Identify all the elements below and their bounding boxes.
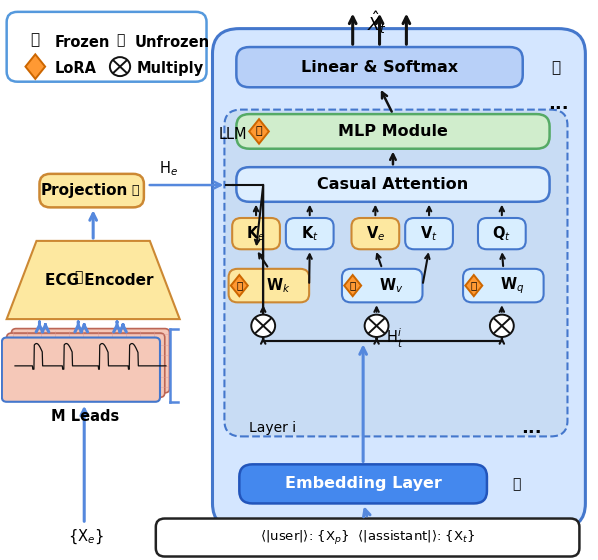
Text: 🧊: 🧊	[30, 32, 40, 47]
FancyBboxPatch shape	[236, 114, 550, 149]
Text: ...: ...	[521, 419, 542, 437]
Text: Layer i: Layer i	[249, 421, 296, 435]
FancyBboxPatch shape	[2, 338, 160, 402]
Text: K$_t$: K$_t$	[301, 225, 319, 243]
FancyBboxPatch shape	[7, 12, 206, 82]
Text: V$_t$: V$_t$	[420, 225, 438, 243]
Text: $\hat{X}_t$: $\hat{X}_t$	[367, 10, 386, 36]
FancyBboxPatch shape	[236, 47, 523, 87]
FancyBboxPatch shape	[212, 29, 585, 529]
Text: ...: ...	[548, 95, 569, 113]
Polygon shape	[231, 275, 248, 296]
FancyBboxPatch shape	[11, 329, 170, 393]
Circle shape	[490, 315, 514, 337]
Text: 🔥: 🔥	[350, 281, 356, 291]
FancyBboxPatch shape	[478, 218, 526, 249]
Text: V$_e$: V$_e$	[366, 225, 385, 243]
FancyBboxPatch shape	[228, 269, 309, 302]
FancyBboxPatch shape	[352, 218, 399, 249]
Text: K$_e$: K$_e$	[246, 225, 266, 243]
Text: Projection: Projection	[41, 183, 128, 198]
Text: Casual Attention: Casual Attention	[318, 177, 469, 192]
Text: Linear & Softmax: Linear & Softmax	[301, 60, 458, 74]
Text: 🔥: 🔥	[256, 127, 263, 137]
FancyBboxPatch shape	[39, 174, 144, 207]
Polygon shape	[344, 275, 361, 296]
Text: MLP Module: MLP Module	[338, 124, 448, 139]
Circle shape	[251, 315, 275, 337]
Text: Embedding Layer: Embedding Layer	[285, 477, 441, 491]
FancyBboxPatch shape	[405, 218, 453, 249]
Text: W$_q$: W$_q$	[500, 276, 524, 296]
Text: 🔥: 🔥	[116, 33, 124, 47]
FancyBboxPatch shape	[156, 519, 579, 557]
Text: Multiply: Multiply	[137, 62, 204, 76]
Text: LLM: LLM	[218, 127, 247, 142]
Text: $\langle$|user|$\rangle$: {X$_p$}  $\langle$|assistant|$\rangle$: {X$_t$}: $\langle$|user|$\rangle$: {X$_p$} $\lang…	[260, 529, 475, 547]
Polygon shape	[465, 275, 483, 296]
FancyBboxPatch shape	[7, 333, 165, 397]
Text: W$_v$: W$_v$	[379, 276, 404, 295]
FancyBboxPatch shape	[232, 218, 280, 249]
Text: 🔥: 🔥	[131, 184, 139, 197]
FancyBboxPatch shape	[286, 218, 334, 249]
Text: ECG Encoder: ECG Encoder	[45, 273, 153, 287]
Text: M Leads: M Leads	[51, 409, 120, 424]
Text: 🧊: 🧊	[512, 477, 521, 491]
Circle shape	[110, 57, 130, 76]
Text: LoRA: LoRA	[54, 62, 96, 76]
FancyBboxPatch shape	[463, 269, 544, 302]
FancyBboxPatch shape	[239, 464, 487, 503]
Text: H$_t^i$: H$_t^i$	[386, 327, 403, 350]
Text: W$_k$: W$_k$	[266, 276, 290, 295]
Polygon shape	[249, 119, 269, 144]
Text: Q$_t$: Q$_t$	[492, 225, 511, 243]
Text: 🔥: 🔥	[471, 281, 477, 291]
Text: H$_e$: H$_e$	[160, 159, 178, 178]
Polygon shape	[26, 54, 45, 79]
FancyBboxPatch shape	[236, 167, 550, 202]
Text: Frozen: Frozen	[54, 35, 110, 49]
Text: {X$_e$}: {X$_e$}	[68, 528, 103, 546]
Text: 🔥: 🔥	[236, 281, 242, 291]
Text: Unfrozen: Unfrozen	[135, 35, 210, 49]
Polygon shape	[7, 241, 179, 319]
Text: 🧊: 🧊	[551, 60, 560, 74]
Text: 🔥: 🔥	[74, 270, 83, 284]
FancyBboxPatch shape	[342, 269, 423, 302]
Circle shape	[365, 315, 389, 337]
FancyBboxPatch shape	[224, 110, 568, 436]
